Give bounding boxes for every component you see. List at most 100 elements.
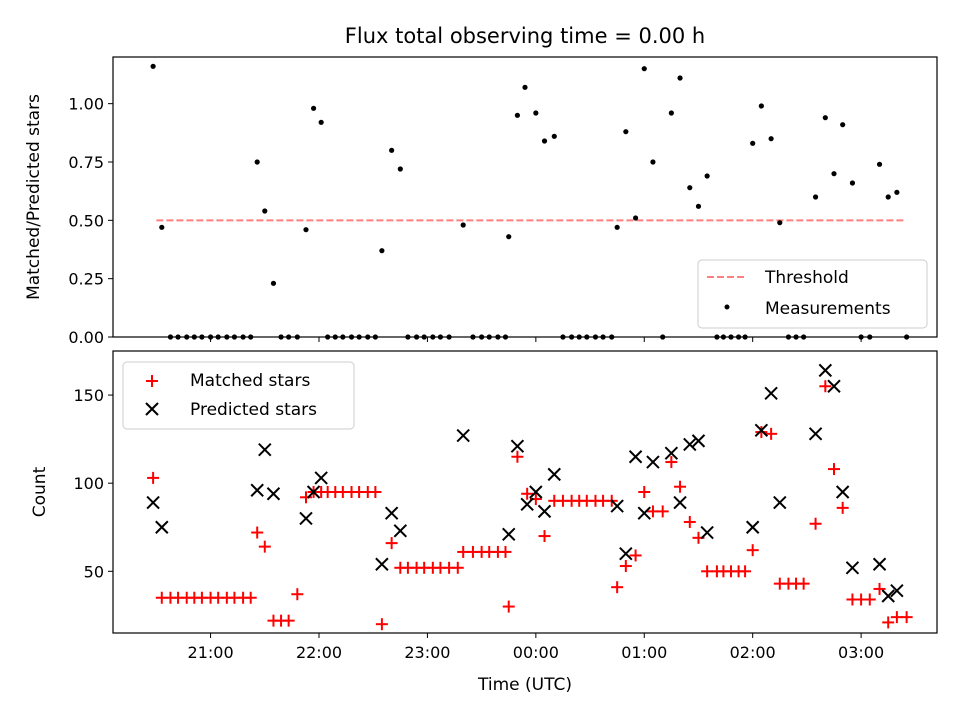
measurement-point xyxy=(231,334,238,340)
top-x-ticks xyxy=(210,337,862,342)
measurement-point xyxy=(650,159,656,165)
predicted-point xyxy=(510,439,525,453)
measurement-point xyxy=(340,334,346,340)
matched-point xyxy=(147,471,160,484)
measurement-point xyxy=(348,334,355,340)
measurement-point xyxy=(479,334,485,340)
measurement-point xyxy=(397,166,403,172)
predicted-point xyxy=(258,442,272,457)
matched-point xyxy=(629,549,642,562)
legend-measurements-label: Measurements xyxy=(765,299,891,319)
bottom-y-tick-label: 100 xyxy=(73,474,104,493)
measurement-point xyxy=(522,84,528,90)
predicted-point xyxy=(691,434,706,448)
matched-point xyxy=(299,491,312,504)
predicted-point xyxy=(456,428,470,443)
measurement-point xyxy=(514,112,521,118)
matched-point xyxy=(746,544,759,557)
measurement-point xyxy=(175,334,181,340)
top-y-tick-label: 1.00 xyxy=(68,95,104,114)
measurement-point xyxy=(372,334,378,340)
matched-point xyxy=(619,560,632,573)
measurement-point xyxy=(486,334,492,340)
measurement-point xyxy=(150,63,156,69)
predicted-point xyxy=(146,495,160,510)
measurement-point xyxy=(641,66,647,72)
predicted-point xyxy=(306,485,321,499)
measurement-point xyxy=(831,171,837,177)
predicted-point xyxy=(773,495,787,510)
measurement-point xyxy=(365,334,371,340)
measurement-point xyxy=(278,334,284,340)
measurement-point xyxy=(270,280,277,286)
measurement-point xyxy=(894,189,900,195)
measurement-point xyxy=(286,334,292,340)
measurement-point xyxy=(614,224,620,230)
bottom-x-ticks: 21:00 22:00 23:00 00:00 01:00 02:00 03:00 xyxy=(188,633,884,662)
measurement-point xyxy=(502,334,509,340)
measurement-point xyxy=(687,185,693,191)
measurement-point xyxy=(735,334,742,340)
predicted-point xyxy=(745,520,760,534)
predicted-point xyxy=(754,423,769,438)
measurement-point xyxy=(446,334,452,340)
matched-point xyxy=(674,480,687,493)
matched-point xyxy=(282,614,295,627)
top-y-tick-label: 0.00 xyxy=(68,328,104,347)
matched-point xyxy=(828,463,840,476)
measurement-point xyxy=(777,220,783,226)
measurement-point xyxy=(215,334,221,340)
measurement-point xyxy=(677,75,683,81)
measurement-point xyxy=(758,103,764,109)
chart-title: Flux total observing time = 0.00 h xyxy=(345,24,705,48)
measurement-point xyxy=(609,334,615,340)
top-plot-frame xyxy=(112,56,938,338)
predicted-point xyxy=(155,520,169,534)
measurement-point xyxy=(379,248,385,254)
predicted-point xyxy=(384,506,399,520)
measurement-point xyxy=(840,122,846,128)
measurement-point xyxy=(240,334,246,340)
measurement-point xyxy=(801,334,807,340)
predicted-point xyxy=(637,506,651,520)
matched-point xyxy=(611,581,624,594)
measurement-point xyxy=(325,334,331,340)
measurement-point xyxy=(742,334,748,340)
measurement-point xyxy=(495,334,501,340)
matched-point xyxy=(521,487,534,500)
x-tick-label: 03:00 xyxy=(838,643,884,662)
matched-point xyxy=(369,486,382,498)
top-y-tick-label: 0.50 xyxy=(68,211,104,230)
bottom-marks xyxy=(146,363,913,631)
legend-predicted-label: Predicted stars xyxy=(190,400,317,420)
measurement-point xyxy=(720,334,727,340)
measurement-point xyxy=(822,115,828,121)
matched-point xyxy=(765,427,778,440)
bottom-x-axis-label: Time (UTC) xyxy=(477,675,572,695)
x-tick-label: 02:00 xyxy=(730,643,776,662)
top-y-tick-label: 0.25 xyxy=(68,270,104,289)
predicted-point xyxy=(881,589,895,603)
x-tick-label: 23:00 xyxy=(404,643,450,662)
bottom-legend: Matched stars Predicted stars xyxy=(122,361,355,430)
measurement-point xyxy=(623,129,629,135)
predicted-point xyxy=(646,455,660,469)
predicted-point xyxy=(375,557,389,571)
matched-point xyxy=(638,486,651,498)
measurement-point xyxy=(768,136,774,142)
predicted-point xyxy=(835,485,850,499)
top-y-axis-label: Matched/Predicted stars xyxy=(24,94,44,300)
measurement-point xyxy=(592,334,599,340)
predicted-point xyxy=(818,363,833,378)
measurement-point xyxy=(262,208,268,214)
predicted-point xyxy=(610,499,624,513)
predicted-point xyxy=(827,379,841,393)
measurement-point xyxy=(793,334,799,340)
measurement-point xyxy=(318,119,324,125)
predicted-point xyxy=(890,583,904,598)
matched-point xyxy=(739,565,752,578)
measurement-point xyxy=(224,334,230,340)
legend-threshold-label: Threshold xyxy=(764,268,849,288)
top-legend-box xyxy=(697,259,928,329)
predicted-point xyxy=(537,504,552,519)
